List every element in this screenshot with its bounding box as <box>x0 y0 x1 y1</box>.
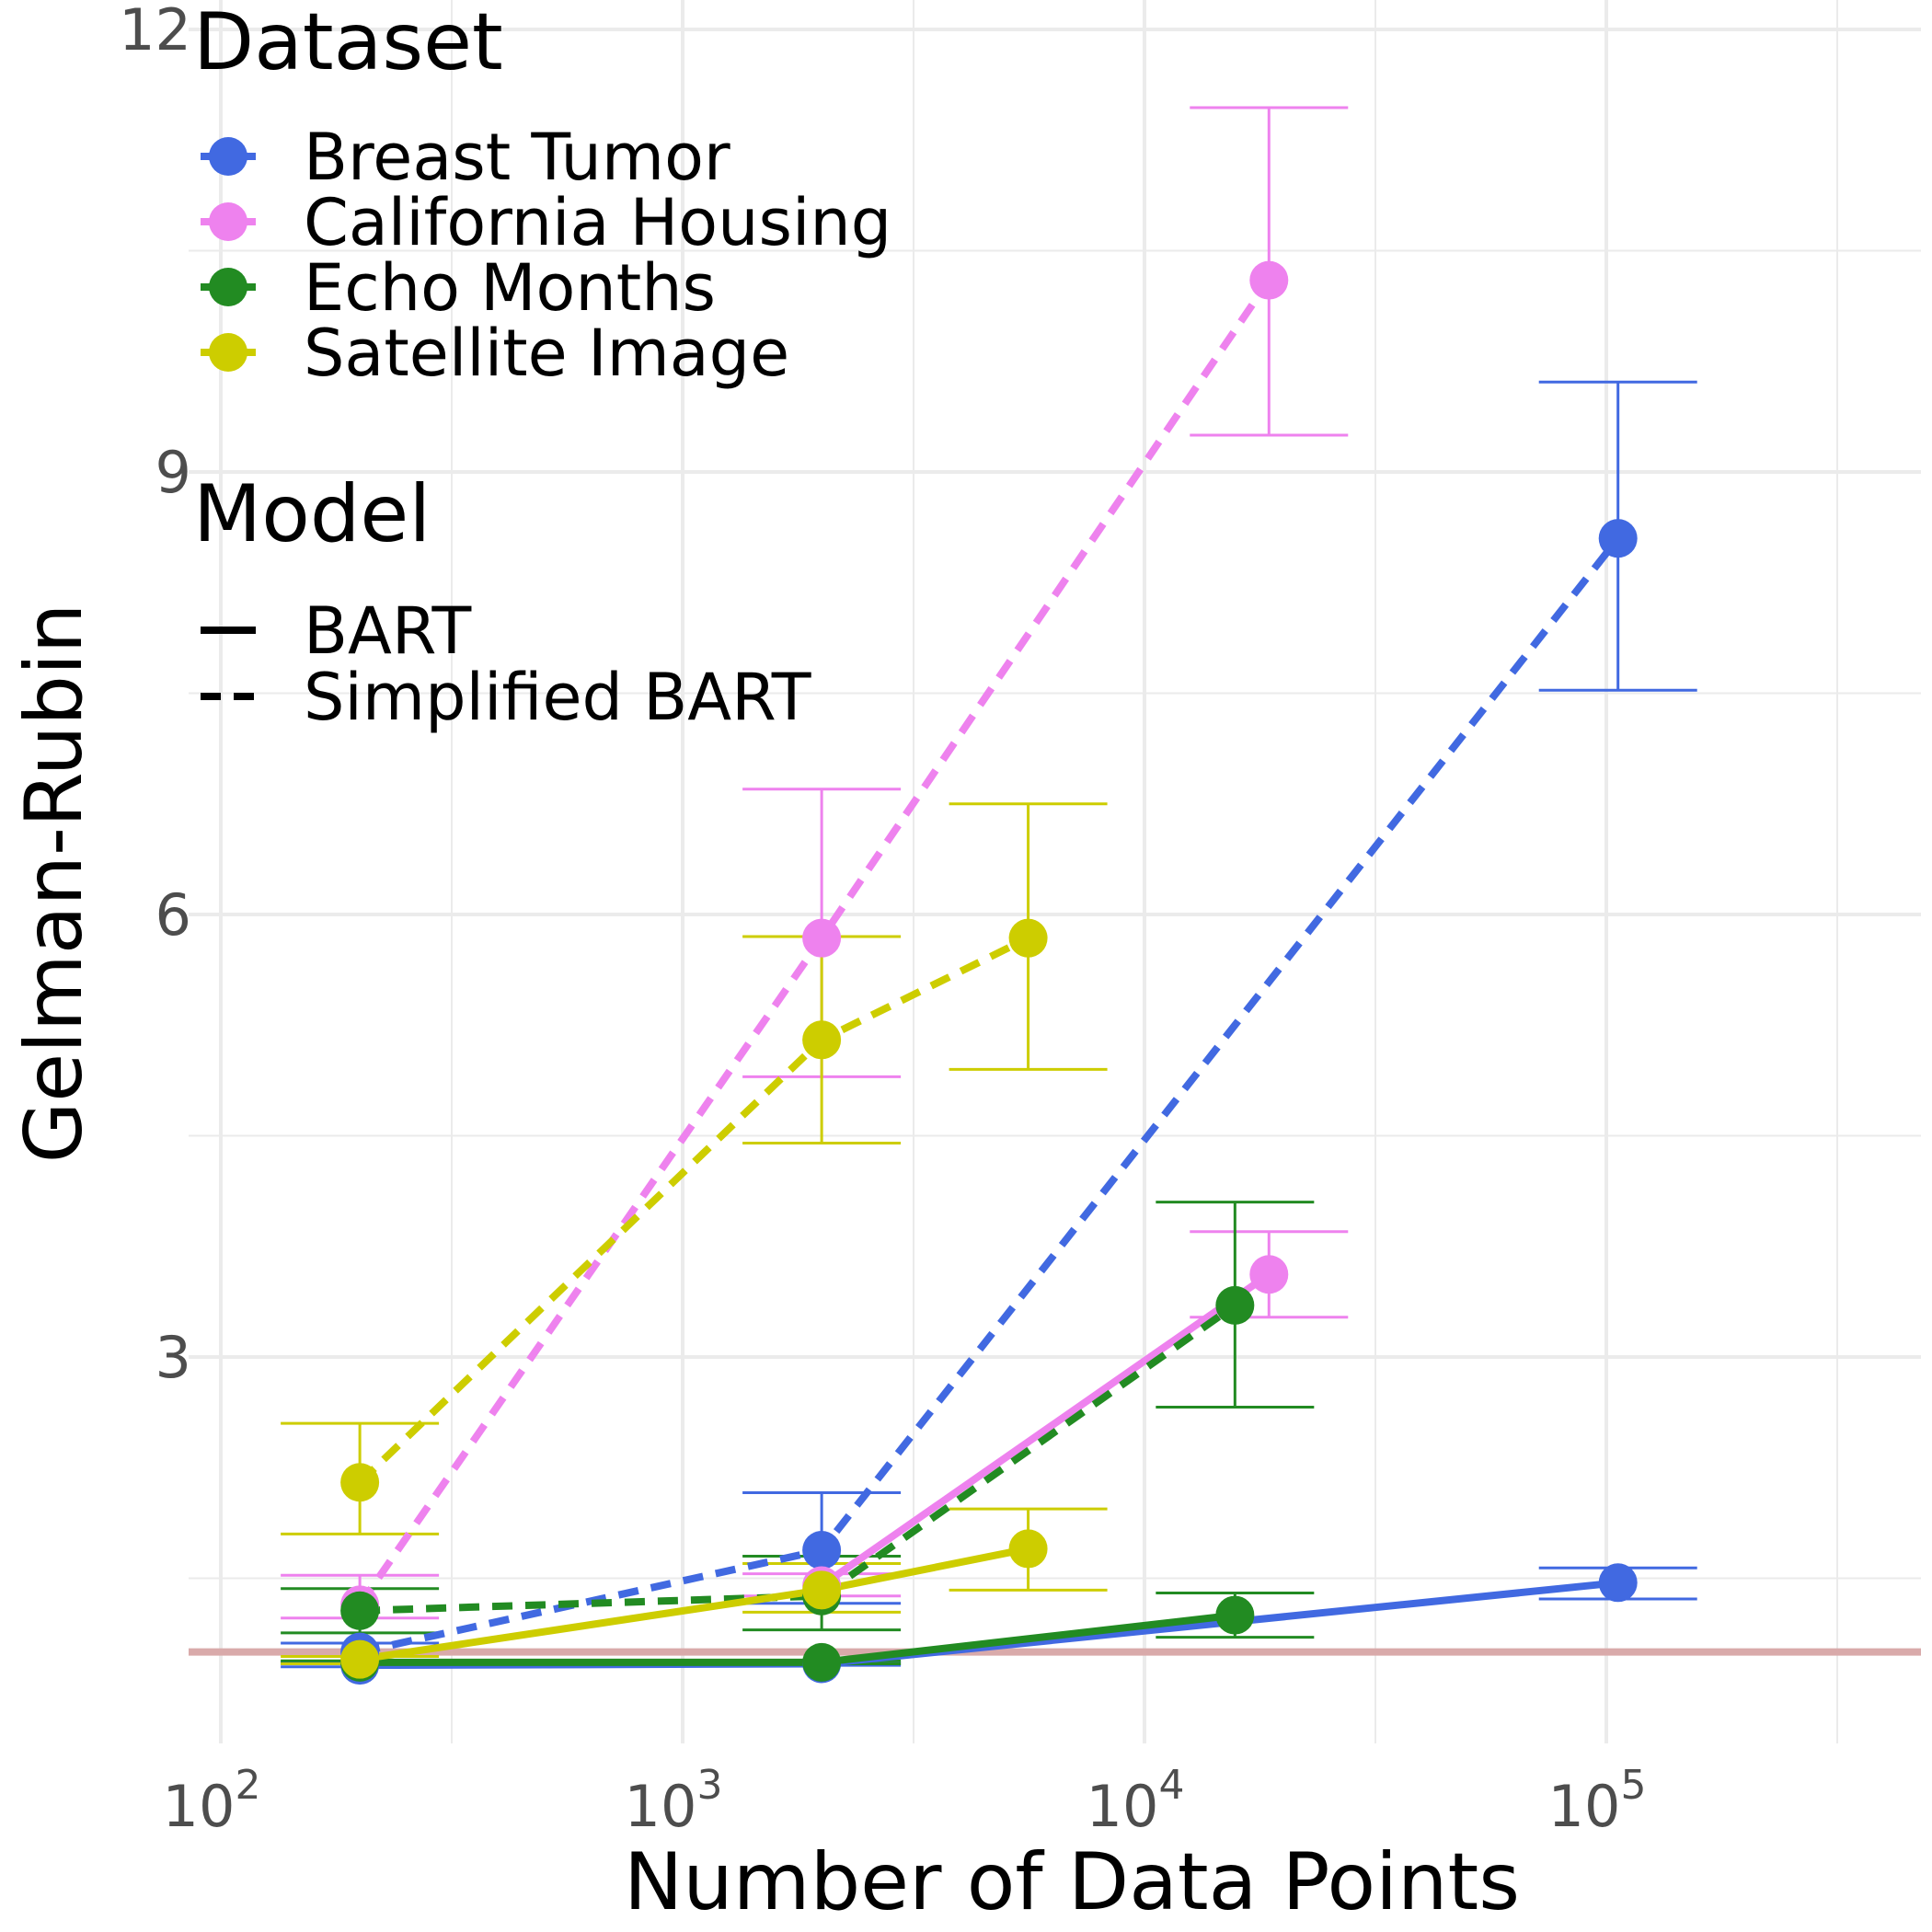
y-tick-label: 3 <box>155 1324 191 1391</box>
axis-ticks: 3 6 9 12 102 103 104 105 <box>119 0 1646 1840</box>
legend-key-point <box>209 333 247 372</box>
legend-dataset-label: Echo Months <box>304 250 716 326</box>
y-tick-label: 12 <box>119 0 191 63</box>
data-point <box>340 1639 380 1679</box>
x-tick-label: 105 <box>1548 1762 1647 1840</box>
x-tick-label: 102 <box>163 1762 261 1840</box>
data-point <box>802 1020 842 1060</box>
data-point <box>1215 1595 1255 1635</box>
data-point <box>1215 1285 1255 1325</box>
legend-model-title: Model <box>193 468 431 560</box>
data-point <box>802 1642 842 1682</box>
data-point <box>1598 1563 1638 1603</box>
y-tick-label: 9 <box>155 439 191 506</box>
legend-key-point <box>209 268 247 306</box>
legend-model-label: Simplified BART <box>304 660 811 735</box>
data-point <box>1008 1529 1048 1569</box>
legend-key-point <box>209 202 247 241</box>
legend-dataset-label: Satellite Image <box>304 316 789 391</box>
legend-dataset-label: Breast Tumor <box>304 120 730 195</box>
data-point <box>802 918 842 958</box>
series-line <box>359 1302 1237 1615</box>
y-axis-title: Gelman-Rubin <box>8 604 100 1164</box>
series-points <box>340 260 1638 1685</box>
data-point <box>1249 1255 1289 1294</box>
y-tick-label: 6 <box>155 881 191 949</box>
data-point <box>340 1463 380 1502</box>
legend-key-point <box>209 137 247 176</box>
data-point <box>1249 260 1289 300</box>
series-line <box>819 1271 1271 1589</box>
legend-dataset-title: Dataset <box>193 0 503 88</box>
legend-model-label: BART <box>304 593 471 669</box>
legend-dataset-label: California Housing <box>304 185 891 260</box>
data-point <box>1008 918 1048 958</box>
x-tick-label: 103 <box>625 1762 723 1840</box>
data-point <box>802 1531 842 1570</box>
data-point <box>340 1591 380 1630</box>
x-axis-title: Number of Data Points <box>624 1836 1520 1928</box>
data-point <box>802 1570 842 1610</box>
data-point <box>1598 519 1638 558</box>
x-tick-label: 104 <box>1087 1762 1185 1840</box>
